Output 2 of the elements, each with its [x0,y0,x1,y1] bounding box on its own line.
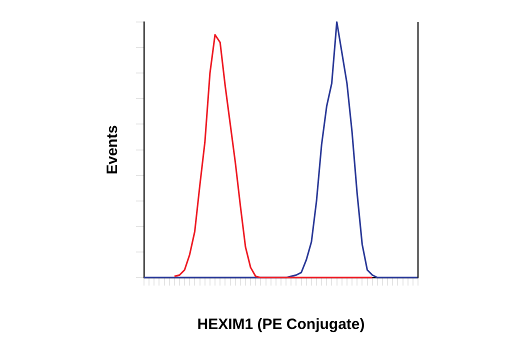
x-axis-title: HEXIM1 (PE Conjugate) [197,316,365,334]
y-axis-title: Events [104,125,122,174]
